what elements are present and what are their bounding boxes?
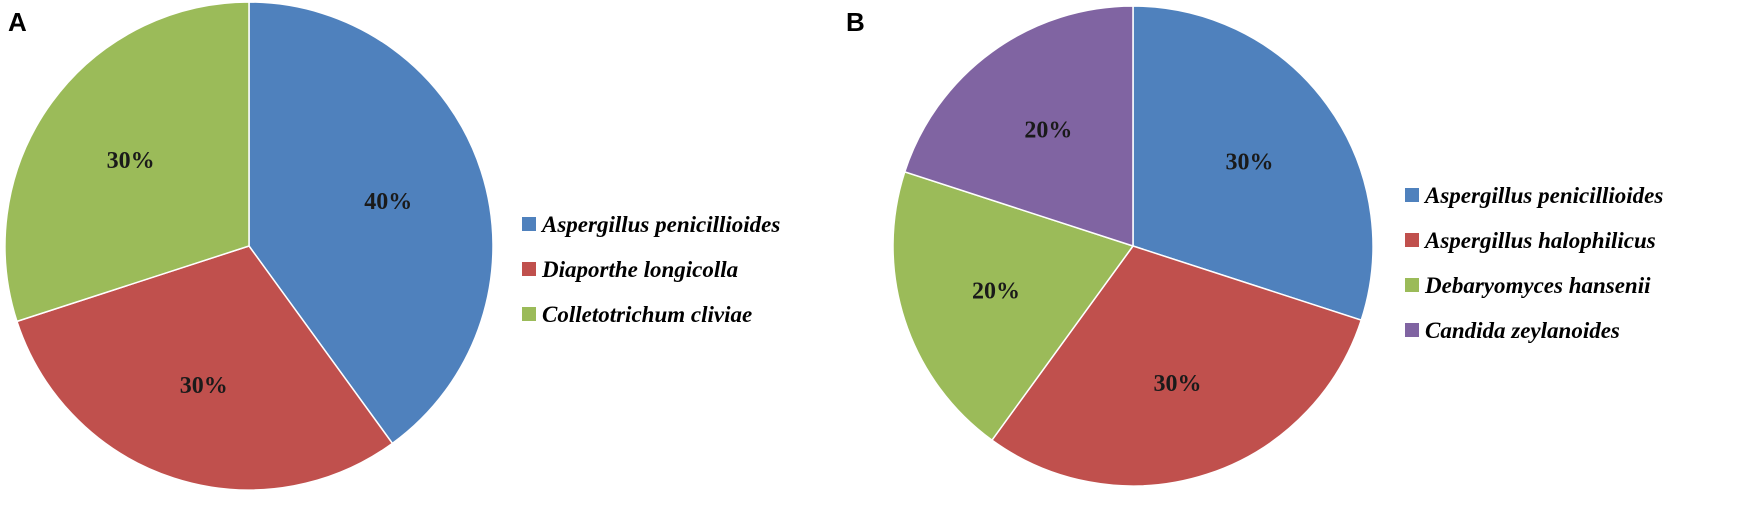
pie-chart-a: 40% 30% 30% (4, 1, 494, 491)
legend-swatch-aspergillus-halophilicus (1405, 233, 1419, 247)
data-label-diaporthe-longicolla: 30% (180, 373, 228, 399)
pie-slice-aspergillus-halophilicus (990, 245, 1363, 487)
data-label-aspergillus-penicillioides: 40% (364, 189, 412, 215)
legend-b: Aspergillus penicillioides Aspergillus ha… (1405, 183, 1663, 343)
legend-swatch-colletotrichum-cliviae (522, 307, 536, 321)
pie-chart-b: 30% 30% 20% 20% (892, 5, 1374, 487)
panel-label-a: A (8, 7, 27, 37)
pie-slice-candida-zeylanoides (903, 5, 1134, 248)
legend-label-debaryomyces-hansenii: Debaryomyces hansenii (1424, 273, 1651, 298)
legend-label-candida-zeylanoides: Candida zeylanoides (1425, 318, 1620, 343)
legend-swatch-debaryomyces-hansenii (1405, 278, 1419, 292)
data-label-colletotrichum-cliviae: 30% (107, 148, 155, 174)
panel-label-b: B (846, 7, 865, 37)
pie-slice-colletotrichum-cliviae (4, 1, 250, 323)
pie-slice-aspergillus-penicillioides (1132, 5, 1374, 322)
legend-swatch-diaporthe-longicolla (522, 262, 536, 276)
data-label-aspergillus-halophilicus: 30% (1154, 371, 1202, 397)
legend-a: Aspergillus penicillioides Diaporthe long… (522, 212, 780, 327)
data-label-candida-zeylanoides: 20% (1024, 118, 1072, 144)
data-label-debaryomyces-hansenii: 20% (972, 279, 1020, 305)
legend-swatch-aspergillus-penicillioides (522, 217, 536, 231)
legend-label-aspergillus-penicillioides: Aspergillus penicillioides (1423, 183, 1663, 208)
legend-label-aspergillus-halophilicus: Aspergillus halophilicus (1423, 228, 1656, 253)
legend-label-diaporthe-longicolla: Diaporthe longicolla (541, 257, 738, 282)
legend-swatch-candida-zeylanoides (1405, 323, 1419, 337)
pie-slice-diaporthe-longicolla (15, 245, 394, 491)
pie-slice-aspergillus-penicillioides (248, 1, 494, 445)
legend-label-aspergillus-penicillioides: Aspergillus penicillioides (540, 212, 780, 237)
legend-swatch-aspergillus-penicillioides (1405, 188, 1419, 202)
data-label-aspergillus-penicillioides: 30% (1226, 149, 1274, 175)
pie-slice-debaryomyces-hansenii (892, 170, 1135, 442)
legend-label-colletotrichum-cliviae: Colletotrichum cliviae (542, 302, 752, 327)
